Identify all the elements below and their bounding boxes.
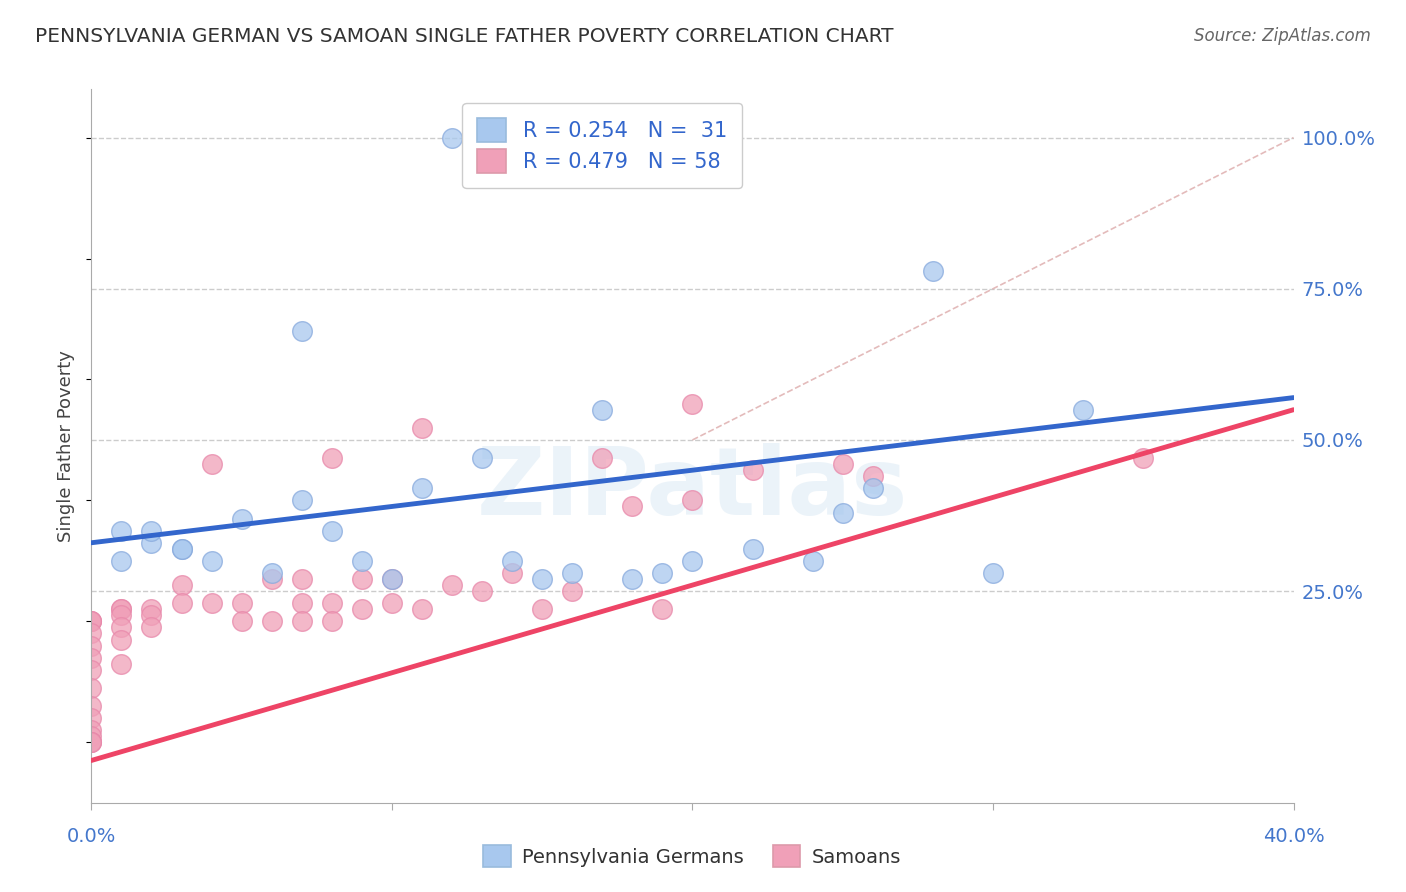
Point [411,421,433,435]
Point [80,735,103,749]
Point [231,615,253,629]
Point [291,324,314,338]
Y-axis label: Single Father Poverty: Single Father Poverty [58,350,76,542]
Point [260,572,283,586]
Point [260,566,283,580]
Point [321,615,343,629]
Point [801,554,824,568]
Point [381,572,404,586]
Point [80,615,103,629]
Point [260,615,283,629]
Point [741,463,763,477]
Point [80,626,103,640]
Point [981,566,1004,580]
Point [621,572,644,586]
Point [291,572,314,586]
Point [501,554,523,568]
Point [201,596,224,610]
Point [922,263,945,277]
Point [141,535,163,549]
Point [80,729,103,743]
Point [350,554,373,568]
Point [201,554,224,568]
Point [831,457,853,471]
Point [80,735,103,749]
Point [80,735,103,749]
Text: PENNSYLVANIA GERMAN VS SAMOAN SINGLE FATHER POVERTY CORRELATION CHART: PENNSYLVANIA GERMAN VS SAMOAN SINGLE FAT… [35,27,894,45]
Text: ZIPatlas: ZIPatlas [477,442,908,535]
Point [170,541,193,556]
Point [531,602,554,616]
Point [110,632,132,647]
Point [80,723,103,738]
Point [381,596,404,610]
Text: Source: ZipAtlas.com: Source: ZipAtlas.com [1194,27,1371,45]
Point [440,578,463,592]
Point [862,481,884,495]
Point [621,500,644,514]
Point [201,457,224,471]
Point [80,650,103,665]
Point [80,615,103,629]
Point [110,524,132,538]
Point [531,572,554,586]
Point [110,608,132,623]
Point [80,663,103,677]
Point [350,602,373,616]
Point [141,608,163,623]
Point [231,596,253,610]
Point [471,451,494,466]
Point [170,541,193,556]
Point [110,602,132,616]
Point [831,506,853,520]
Point [110,657,132,671]
Point [561,584,583,599]
Point [321,596,343,610]
Text: 40.0%: 40.0% [1263,827,1324,846]
Point [170,578,193,592]
Text: 0.0%: 0.0% [66,827,117,846]
Point [141,620,163,634]
Point [110,554,132,568]
Point [80,615,103,629]
Point [471,584,494,599]
Point [440,130,463,145]
Point [591,451,613,466]
Point [321,451,343,466]
Point [681,493,703,508]
Point [110,602,132,616]
Point [110,620,132,634]
Point [141,524,163,538]
Point [170,596,193,610]
Point [350,572,373,586]
Point [411,602,433,616]
Point [651,602,673,616]
Point [381,572,404,586]
Point [561,566,583,580]
Point [501,566,523,580]
Point [681,397,703,411]
Legend: Pennsylvania Germans, Samoans: Pennsylvania Germans, Samoans [475,837,910,875]
Point [862,469,884,483]
Point [80,639,103,653]
Point [291,493,314,508]
Point [591,402,613,417]
Point [1071,402,1094,417]
Point [291,596,314,610]
Point [80,699,103,714]
Point [681,554,703,568]
Point [411,481,433,495]
Point [651,566,673,580]
Point [231,511,253,525]
Point [741,541,763,556]
Point [80,681,103,695]
Point [291,615,314,629]
Point [1132,451,1154,466]
Point [141,602,163,616]
Point [80,711,103,725]
Point [321,524,343,538]
